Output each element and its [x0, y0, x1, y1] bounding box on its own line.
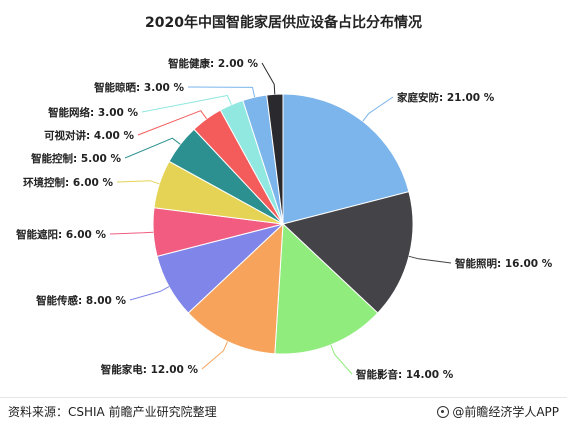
chart-title: 2020年中国智能家居供应设备占比分布情况 [145, 15, 422, 31]
slice-label-6: 智能遮阳: 6.00 % [15, 228, 106, 241]
leader-line-2 [408, 255, 452, 264]
slice-label-3: 智能影音: 14.00 % [355, 368, 454, 381]
leader-line-10 [141, 94, 232, 113]
leader-line-7 [116, 180, 160, 185]
slice-label-10: 智能网络: 3.00 % [47, 106, 138, 119]
pie-slice-4 [187, 222, 284, 355]
pie-slices [152, 93, 414, 355]
footer-divider [0, 397, 567, 398]
slice-label-8: 智能控制: 5.00 % [30, 152, 121, 165]
leader-lines [109, 62, 452, 375]
leader-line-8 [124, 137, 181, 159]
pie-slice-3 [274, 222, 379, 355]
source-note: 资料来源：CSHIA 前瞻产业研究院整理 [8, 405, 217, 419]
leader-line-11 [187, 86, 256, 98]
slice-label-2: 智能照明: 16.00 % [454, 257, 553, 270]
pie-slice-1 [282, 93, 410, 225]
slice-label-7: 环境控制: 6.00 % [23, 176, 113, 189]
slice-label-5: 智能传感: 8.00 % [35, 294, 126, 307]
brand-logo-icon [437, 405, 450, 418]
brand-name: @前瞻经济学人APP [452, 405, 559, 419]
leader-line-12 [261, 62, 276, 95]
leader-line-3 [330, 344, 353, 375]
leader-line-1 [362, 96, 394, 122]
leader-line-6 [109, 231, 154, 235]
leader-line-9 [137, 110, 208, 136]
slice-label-12: 智能健康: 2.00 % [167, 57, 258, 70]
leader-line-4 [201, 341, 229, 370]
leader-line-5 [129, 286, 170, 301]
slice-label-11: 智能晾晒: 3.00 % [93, 81, 184, 94]
slice-label-9: 可视对讲: 4.00 % [44, 129, 134, 142]
slice-label-1: 家庭安防: 21.00 % [397, 91, 495, 104]
slice-label-4: 智能家电: 12.00 % [100, 363, 199, 376]
slice-labels: 家庭安防: 21.00 % 智能照明: 16.00 % 智能影音: 14.00 % 智… [15, 57, 553, 381]
brand-credit: @前瞻经济学人APP [437, 403, 559, 420]
